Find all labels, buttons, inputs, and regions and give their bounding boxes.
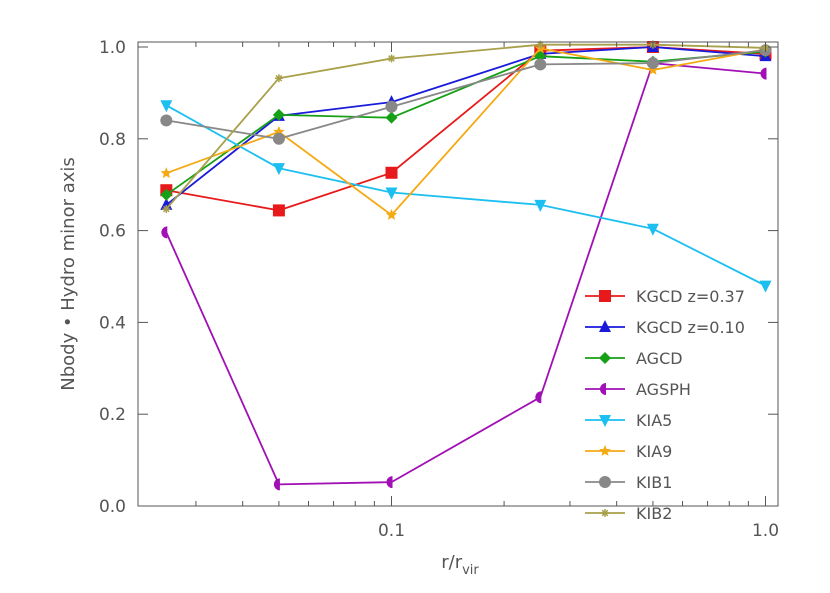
legend-label: AGSPH xyxy=(636,380,691,399)
series-4 xyxy=(161,57,767,491)
legend-marker xyxy=(599,320,611,332)
legend-item: KIA5 xyxy=(585,411,672,430)
plot-frame xyxy=(137,41,779,507)
y-axis-label: Nbody • Hydro minor axis xyxy=(58,157,79,391)
legend-label: KGCD z=0.10 xyxy=(636,318,745,337)
data-point xyxy=(646,223,659,236)
axis-layer: 0.0 0.2 0.4 0.6 0.8 1.0 0.1 1.0 xyxy=(99,38,779,541)
data-point xyxy=(647,63,659,75)
y-tick-label: 1.0 xyxy=(99,38,126,58)
series-line xyxy=(165,62,766,486)
data-point xyxy=(274,74,283,83)
data-point xyxy=(162,205,171,214)
x-tick-label: 1.0 xyxy=(752,521,779,541)
series-layer xyxy=(160,40,772,491)
series-line xyxy=(165,50,766,196)
legend-marker xyxy=(599,476,611,488)
data-point xyxy=(760,67,767,80)
legend-label: KIA5 xyxy=(636,411,672,430)
legend-item: KIB1 xyxy=(585,473,672,492)
legend-marker xyxy=(599,415,611,427)
legend-marker xyxy=(599,352,611,364)
data-point xyxy=(160,188,173,201)
legend: KGCD z=0.37 KGCD z=0.10 AGCD AGSPH KIA5 KIA9 K… xyxy=(585,287,745,523)
series-line xyxy=(166,49,766,140)
legend-label: AGCD xyxy=(636,349,683,368)
data-point xyxy=(535,391,542,404)
data-point xyxy=(160,100,173,113)
data-point xyxy=(161,226,168,239)
series-8 xyxy=(162,40,770,214)
data-point xyxy=(273,478,280,491)
data-point xyxy=(759,280,772,293)
data-point xyxy=(385,111,398,124)
data-point xyxy=(534,50,547,63)
x-axis-label-main: r/r xyxy=(441,552,462,573)
legend-item: KGCD z=0.10 xyxy=(585,318,745,337)
data-point xyxy=(387,54,396,63)
legend-label: KIB2 xyxy=(636,504,672,523)
y-tick-label: 0.2 xyxy=(99,405,126,425)
legend-item: KIA9 xyxy=(585,442,672,461)
legend-item: KGCD z=0.37 xyxy=(585,287,745,306)
legend-marker xyxy=(599,445,611,456)
series-7 xyxy=(160,44,772,145)
y-tick-label: 0.8 xyxy=(99,130,126,150)
data-point xyxy=(272,132,285,145)
legend-marker xyxy=(600,383,606,395)
data-point xyxy=(160,167,173,179)
y-tick-label: 0.0 xyxy=(99,497,126,517)
legend-item: AGSPH xyxy=(585,380,691,399)
data-point xyxy=(386,476,393,489)
legend-marker xyxy=(601,509,609,517)
data-point xyxy=(534,58,547,71)
series-5 xyxy=(160,100,772,293)
data-point xyxy=(272,108,285,121)
series-line xyxy=(165,104,766,287)
legend-label: KIB1 xyxy=(636,473,672,492)
data-point xyxy=(534,199,547,212)
series-3 xyxy=(160,45,772,201)
legend-item: KIB2 xyxy=(585,504,672,523)
data-point xyxy=(160,114,173,127)
data-point xyxy=(385,208,398,220)
series-1 xyxy=(160,41,772,217)
legend-marker xyxy=(599,290,611,302)
data-point xyxy=(385,100,398,113)
x-axis-label: r/rvir xyxy=(441,552,479,578)
legend-label: KGCD z=0.37 xyxy=(636,287,745,306)
series-line xyxy=(165,47,766,216)
legend-item: AGCD xyxy=(585,349,683,368)
legend-label: KIA9 xyxy=(636,442,672,461)
series-line xyxy=(166,46,766,212)
series-6 xyxy=(160,42,772,220)
series-line xyxy=(165,43,766,210)
data-point xyxy=(272,163,285,176)
x-tick-label: 0.1 xyxy=(378,521,405,541)
data-point xyxy=(272,204,285,217)
x-axis-label-subscript: vir xyxy=(462,563,479,578)
y-tick-label: 0.6 xyxy=(99,222,126,242)
data-point xyxy=(646,57,659,70)
data-point xyxy=(385,187,398,200)
series-line xyxy=(165,46,766,206)
y-tick-label: 0.4 xyxy=(99,313,126,333)
data-point xyxy=(385,166,398,179)
